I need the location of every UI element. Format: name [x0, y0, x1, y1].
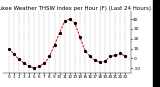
Point [13, 54, 15, 55]
Point [104, 61, 106, 62]
Point [94, 60, 96, 61]
Point [23, 63, 25, 64]
Point [68, 18, 71, 20]
Point [109, 56, 112, 57]
Point [28, 66, 31, 67]
Point [43, 63, 46, 64]
Point [58, 32, 61, 34]
Point [33, 68, 36, 69]
Point [114, 55, 116, 56]
Point [119, 53, 122, 54]
Point [63, 20, 66, 22]
Title: Milwaukee Weather THSW Index per Hour (F) (Last 24 Hours): Milwaukee Weather THSW Index per Hour (F… [0, 6, 151, 11]
Point [48, 56, 51, 57]
Point [38, 66, 41, 67]
Point [89, 56, 91, 57]
Point [84, 50, 86, 51]
Point [53, 44, 56, 45]
Point [73, 22, 76, 24]
Point [124, 56, 127, 57]
Point [18, 59, 20, 60]
Point [8, 48, 10, 49]
Point [79, 36, 81, 37]
Point [99, 62, 101, 63]
